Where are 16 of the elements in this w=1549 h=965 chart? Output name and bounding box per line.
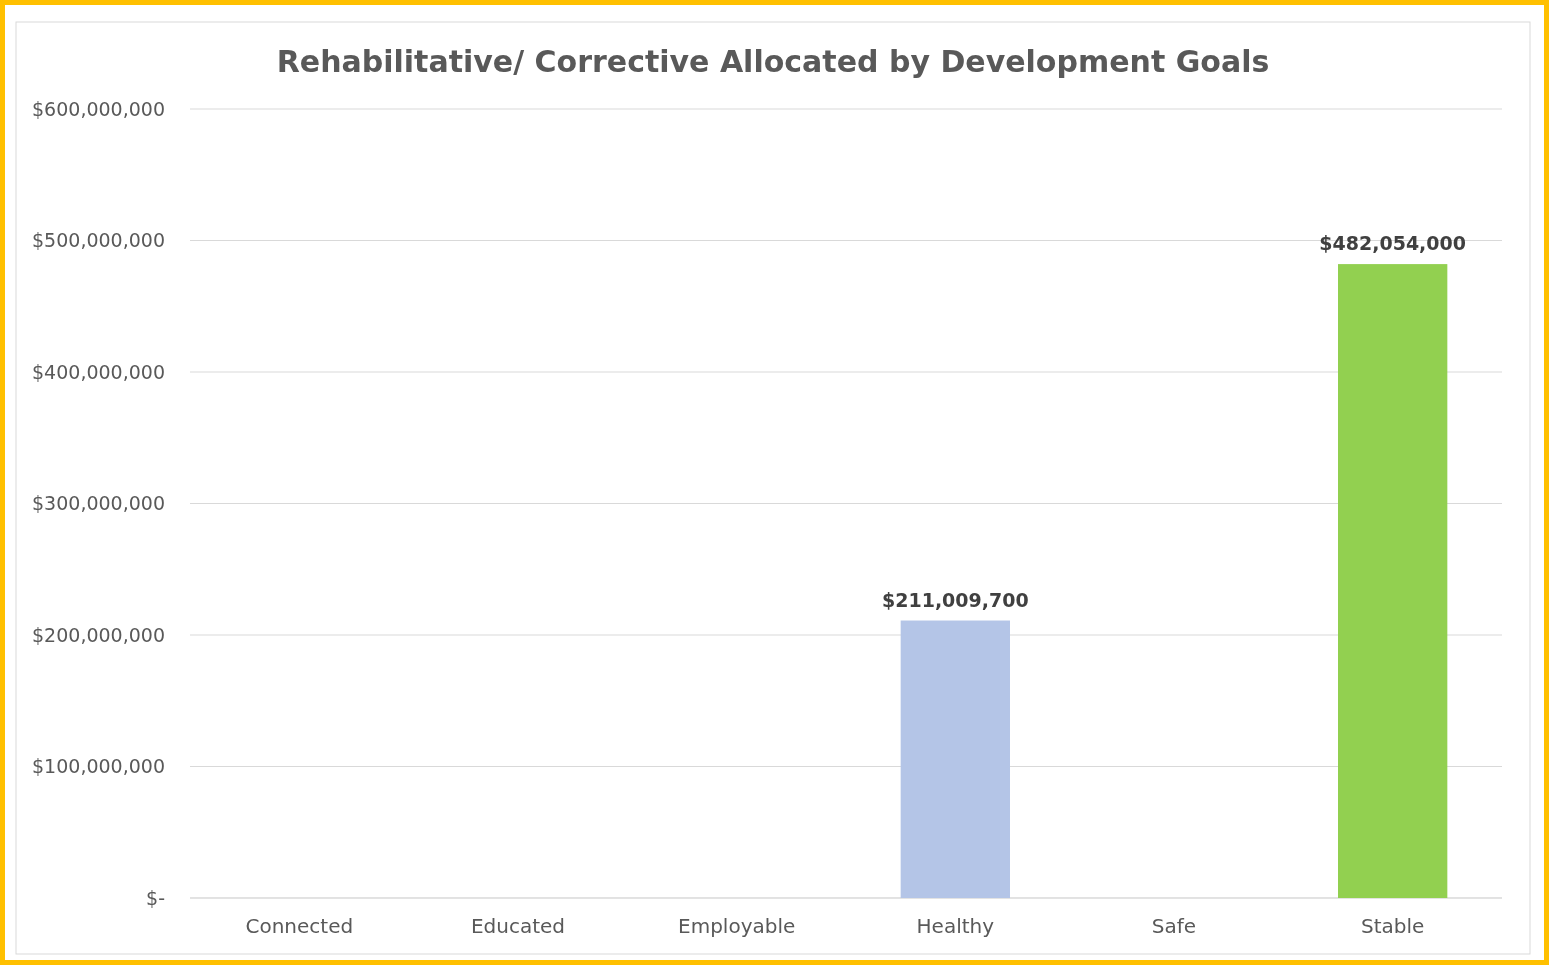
y-tick-label: $-: [146, 886, 165, 909]
y-tick-label: $400,000,000: [32, 360, 165, 383]
chart-title: Rehabilitative/ Corrective Allocated by Development Goals: [276, 44, 1270, 79]
y-tick-label: $100,000,000: [32, 755, 165, 778]
x-tick-label: Connected: [245, 914, 354, 938]
y-tick-label: $200,000,000: [32, 623, 165, 646]
x-tick-label: Healthy: [916, 914, 995, 938]
data-label: $482,054,000: [1319, 232, 1466, 255]
x-tick-label: Stable: [1360, 914, 1425, 938]
y-tick-label: $500,000,000: [32, 229, 165, 252]
x-tick-label: Educated: [470, 914, 566, 938]
x-tick-label: Employable: [678, 914, 796, 938]
x-tick-label: Safe: [1151, 914, 1197, 938]
data-label: $211,009,700: [882, 588, 1029, 611]
y-tick-label: $600,000,000: [32, 97, 165, 120]
y-tick-label: $300,000,000: [32, 492, 165, 515]
